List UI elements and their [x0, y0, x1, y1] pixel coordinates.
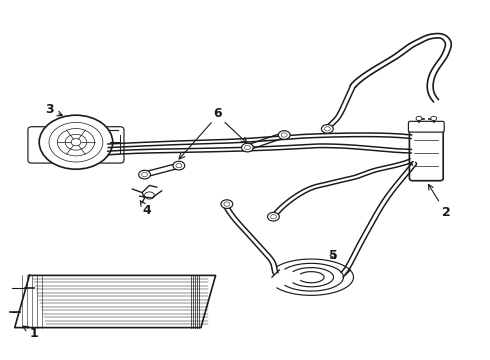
Text: 1: 1 [23, 326, 39, 339]
Circle shape [278, 131, 290, 139]
FancyBboxPatch shape [28, 127, 124, 163]
Text: 5: 5 [329, 249, 338, 262]
Text: 3: 3 [45, 103, 62, 116]
Circle shape [416, 116, 422, 121]
Circle shape [139, 170, 150, 179]
Circle shape [221, 200, 233, 208]
Circle shape [321, 125, 333, 133]
Circle shape [173, 161, 185, 170]
Circle shape [39, 115, 113, 169]
Text: 2: 2 [428, 184, 450, 219]
Text: 4: 4 [140, 201, 151, 217]
Text: 6: 6 [214, 107, 222, 120]
Circle shape [242, 143, 253, 152]
Circle shape [268, 212, 279, 221]
Circle shape [431, 116, 437, 121]
FancyBboxPatch shape [409, 121, 444, 132]
FancyBboxPatch shape [410, 125, 443, 181]
